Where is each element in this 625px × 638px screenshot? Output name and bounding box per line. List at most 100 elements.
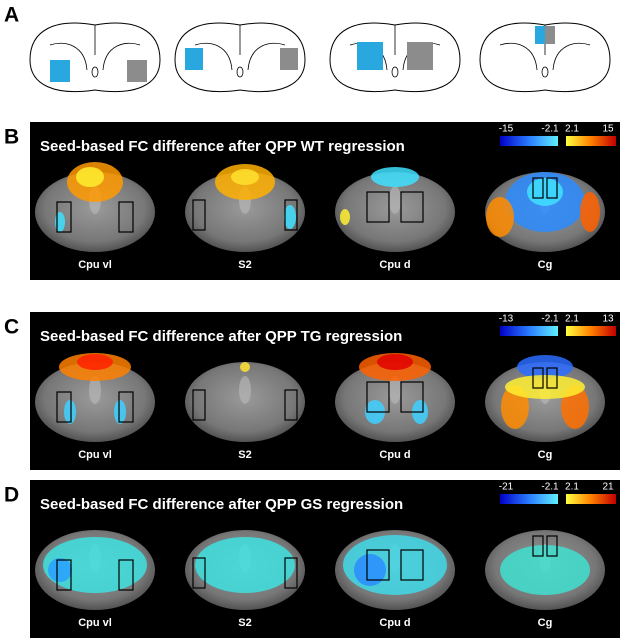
- brain-midline: [389, 376, 401, 404]
- atlas-section: [329, 22, 461, 93]
- panel-letter: A: [4, 4, 19, 27]
- seed-roi: [366, 381, 390, 413]
- panel-letter: B: [4, 126, 19, 149]
- brain-map: [35, 162, 155, 252]
- atlas-ventricle: [391, 66, 399, 78]
- brain-map: [335, 167, 455, 252]
- region-label: Cg: [538, 617, 553, 629]
- seed-roi: [56, 559, 72, 591]
- region-label: Cpu vl: [78, 259, 112, 271]
- activation-blob: [43, 537, 147, 593]
- activation-blob: [580, 192, 600, 232]
- seed-right: [280, 48, 298, 70]
- colorbar-label: -21: [499, 482, 514, 493]
- seed-roi: [56, 201, 72, 233]
- activation-blob: [48, 558, 72, 582]
- atlas-line: [194, 25, 286, 71]
- activation-blob: [114, 400, 126, 424]
- region-label: S2: [238, 449, 251, 461]
- panel-title: Seed-based FC difference after QPP WT re…: [40, 138, 405, 155]
- region-label: Cpu vl: [78, 617, 112, 629]
- region-label: Cg: [538, 449, 553, 461]
- seed-roi: [284, 389, 298, 421]
- activation-blob: [500, 545, 590, 595]
- brain-map: [35, 530, 155, 610]
- seed-roi: [546, 367, 558, 389]
- region-label: S2: [238, 259, 251, 271]
- seed-left: [50, 60, 70, 82]
- colorbar-negative: [500, 136, 558, 146]
- seed-roi: [56, 391, 72, 423]
- activation-blob: [527, 178, 563, 206]
- brain-map: [185, 362, 305, 442]
- brain-midline: [239, 376, 251, 404]
- seed-left: [185, 48, 203, 70]
- activation-blob: [76, 167, 104, 187]
- atlas-outline: [329, 22, 461, 93]
- seed-left: [357, 42, 383, 70]
- atlas-outline: [174, 22, 306, 93]
- seed-roi: [400, 381, 424, 413]
- brain-map: [485, 530, 605, 610]
- seed-roi: [192, 199, 206, 231]
- colorbar-label: -2.1: [541, 314, 559, 325]
- activation-blob: [64, 400, 76, 424]
- seed-roi: [192, 389, 206, 421]
- colorbar-label: 2.1: [565, 124, 579, 135]
- colorbar-positive: [566, 494, 616, 504]
- seed-roi: [284, 199, 298, 231]
- colorbar-label: 15: [602, 124, 614, 135]
- brain-map: [485, 172, 605, 252]
- region-label: Cpu vl: [78, 449, 112, 461]
- activation-blob: [340, 209, 350, 225]
- activation-blob: [517, 355, 573, 379]
- seed-roi: [546, 177, 558, 199]
- atlas-section: [29, 22, 161, 93]
- brain-midline: [389, 186, 401, 214]
- colorbar-label: 2.1: [565, 482, 579, 493]
- seed-right: [407, 42, 433, 70]
- seed-roi: [118, 559, 134, 591]
- atlas-section: [479, 22, 611, 93]
- atlas-ventricle: [236, 66, 244, 78]
- activation-blob: [371, 167, 419, 187]
- seed-roi: [192, 557, 206, 589]
- region-label: Cg: [538, 259, 553, 271]
- seed-roi: [546, 535, 558, 557]
- brain-map: [185, 164, 305, 252]
- activation-blob: [377, 354, 413, 370]
- seed-right: [127, 60, 147, 82]
- brain-midline: [89, 376, 101, 404]
- brain-map: [485, 355, 605, 442]
- region-label: Cpu d: [379, 617, 410, 629]
- seed-roi: [118, 201, 134, 233]
- activation-blob: [77, 354, 113, 370]
- region-label: Cpu d: [379, 259, 410, 271]
- seed-roi: [400, 191, 424, 223]
- atlas-outline: [479, 22, 611, 93]
- activation-blob: [354, 554, 386, 586]
- atlas-line: [49, 25, 141, 71]
- colorbar-positive: [566, 326, 616, 336]
- colorbar-label: -15: [499, 124, 514, 135]
- brain-map: [185, 530, 305, 610]
- colorbar-label: 13: [602, 314, 614, 325]
- activation-blob: [486, 197, 514, 237]
- activation-blob: [284, 205, 296, 229]
- seed-roi: [284, 557, 298, 589]
- colorbar-negative: [500, 494, 558, 504]
- seed-left: [535, 26, 545, 44]
- panel-letter: D: [4, 484, 19, 507]
- brain-map: [335, 353, 455, 442]
- seed-roi: [366, 549, 390, 581]
- seed-roi: [400, 549, 424, 581]
- panel-title: Seed-based FC difference after QPP TG re…: [40, 328, 402, 345]
- seed-roi: [532, 367, 544, 389]
- colorbar-label: -13: [499, 314, 514, 325]
- activation-blob: [505, 375, 585, 399]
- atlas-section: [174, 22, 306, 93]
- activation-blob: [240, 362, 250, 372]
- activation-blob: [195, 537, 295, 593]
- colorbar-label: -2.1: [541, 124, 559, 135]
